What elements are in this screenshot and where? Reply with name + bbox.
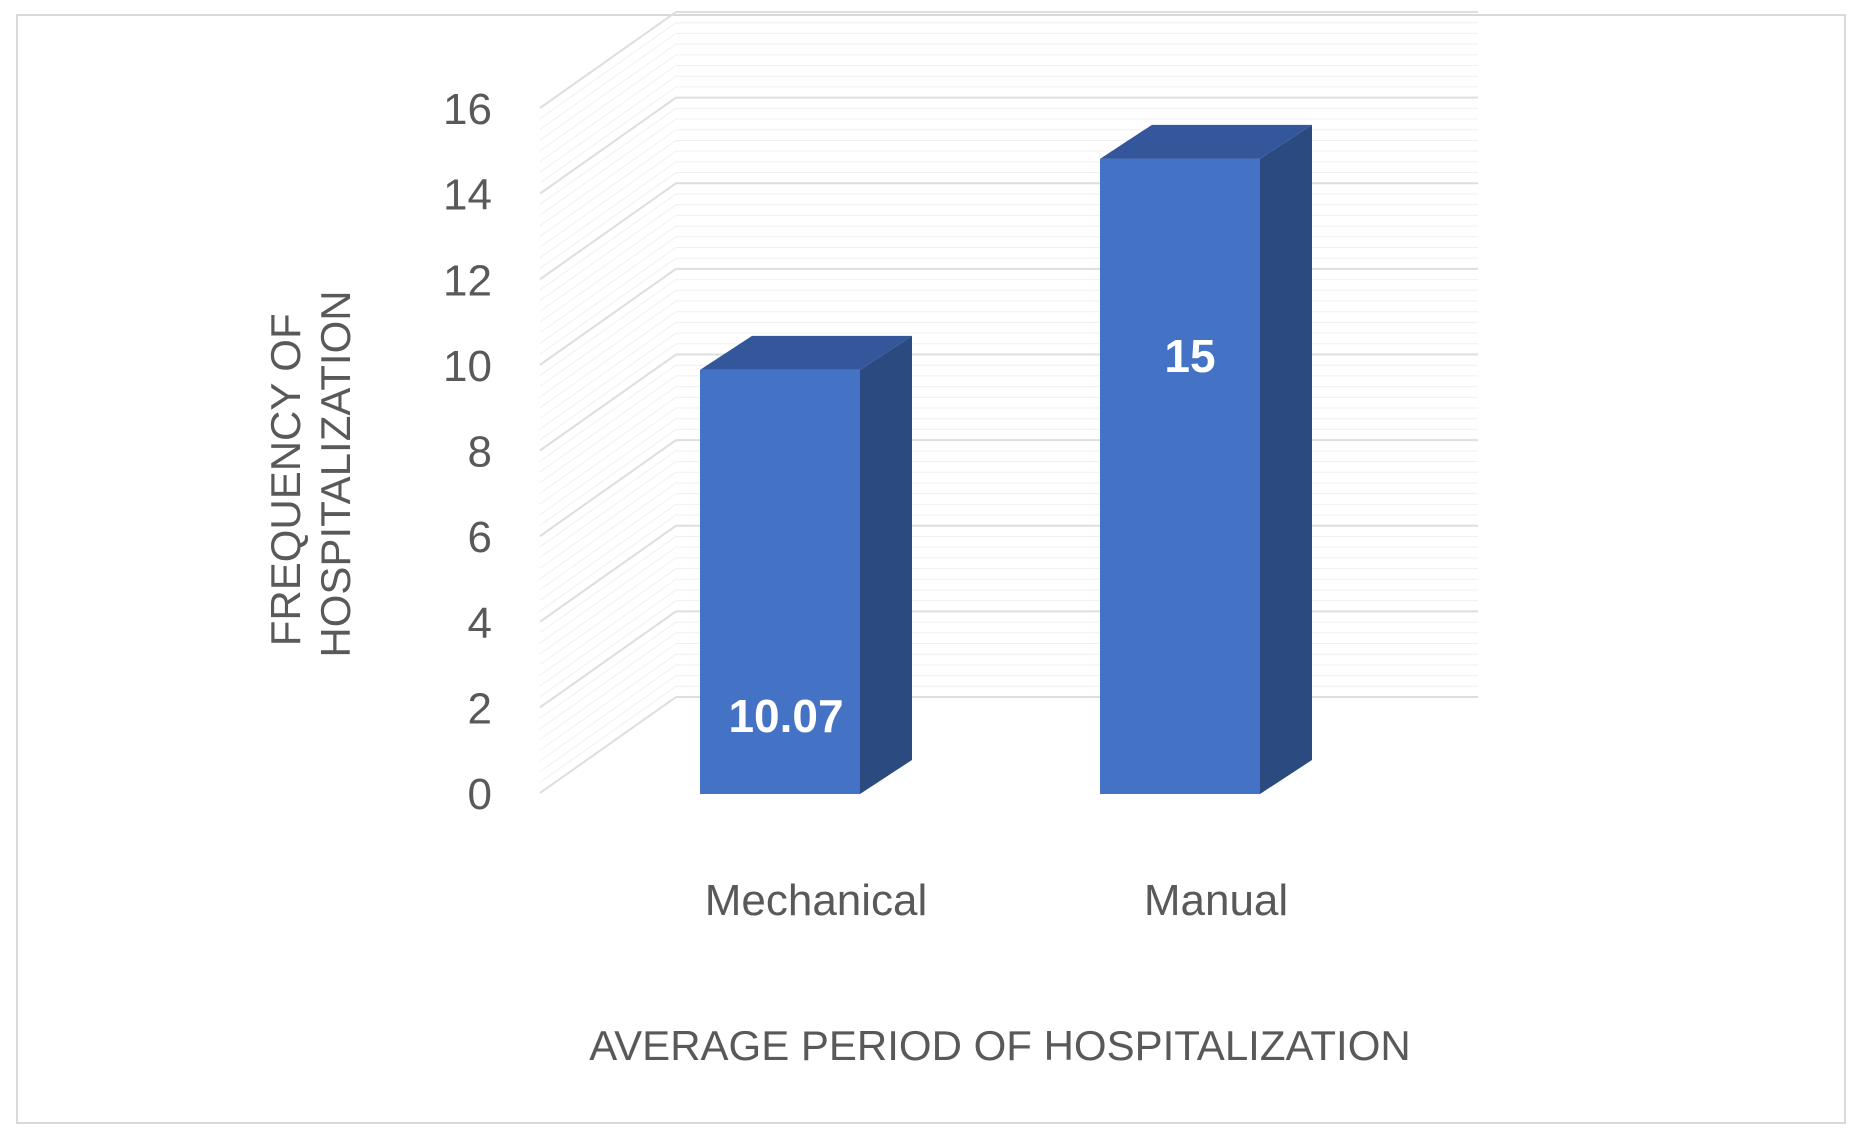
gridline-side bbox=[539, 675, 677, 773]
gridline-side bbox=[539, 514, 677, 612]
gridline-side bbox=[539, 632, 677, 730]
gridline-side bbox=[539, 225, 677, 323]
gridline-side bbox=[539, 536, 677, 633]
gridline-side bbox=[539, 568, 677, 665]
gridline-side bbox=[539, 396, 677, 494]
gridline-side bbox=[539, 696, 677, 794]
y-axis-ticks: 0 2 4 6 8 10 12 14 16 bbox=[443, 85, 492, 819]
bar-front-face bbox=[1100, 158, 1260, 794]
gridline-side bbox=[539, 407, 677, 505]
gridline-side bbox=[539, 32, 677, 130]
bar-side-face bbox=[1260, 124, 1312, 794]
gridline-side bbox=[539, 289, 677, 387]
gridline-side bbox=[539, 22, 677, 120]
gridline-side bbox=[539, 664, 677, 762]
gridline-side bbox=[539, 129, 677, 227]
bars: 10.07 15 bbox=[700, 124, 1312, 794]
gridline-side bbox=[539, 75, 677, 173]
bar-manual: 15 bbox=[1100, 124, 1312, 794]
x-category-label: Mechanical bbox=[705, 876, 928, 925]
gridline-side bbox=[539, 86, 677, 184]
gridline-side bbox=[539, 43, 677, 141]
gridline-side bbox=[539, 600, 677, 698]
bar-side-face bbox=[860, 335, 912, 794]
gridline-side bbox=[539, 621, 677, 719]
gridline-side bbox=[539, 557, 677, 655]
gridline-side bbox=[539, 236, 677, 334]
gridline-side bbox=[539, 524, 677, 623]
gridline-side bbox=[539, 643, 677, 740]
bar-top-face bbox=[1100, 124, 1312, 159]
gridline-side bbox=[539, 279, 677, 376]
gridline-side bbox=[539, 353, 677, 452]
x-axis-categories: Mechanical Manual bbox=[705, 876, 1288, 925]
y-tick-label: 12 bbox=[443, 256, 492, 305]
gridline-side bbox=[539, 503, 677, 601]
gridline-side bbox=[539, 182, 677, 281]
gridline-side bbox=[539, 300, 677, 398]
y-tick-label: 14 bbox=[443, 171, 492, 220]
gridline-side bbox=[539, 161, 677, 259]
y-tick-label: 4 bbox=[468, 599, 492, 648]
gridline-side bbox=[539, 268, 677, 366]
gridline-side bbox=[539, 204, 677, 302]
y-axis-title: FREQUENCY OF HOSPITALIZATION bbox=[262, 290, 359, 657]
gridline-side bbox=[539, 54, 677, 152]
y-tick-label: 8 bbox=[468, 428, 492, 477]
y-tick-label: 2 bbox=[468, 684, 492, 733]
gridline-side bbox=[539, 332, 677, 430]
gridline-side bbox=[539, 257, 677, 355]
gridline-side bbox=[539, 321, 677, 419]
y-tick-label: 16 bbox=[443, 85, 492, 134]
gridline-side bbox=[539, 429, 677, 526]
gridline-side bbox=[539, 96, 677, 195]
gridline-side bbox=[539, 150, 677, 248]
gridline-side bbox=[539, 107, 677, 205]
y-axis-title-line-1: FREQUENCY OF bbox=[262, 313, 309, 646]
gridline-side bbox=[539, 589, 677, 687]
gridline-side bbox=[539, 493, 677, 591]
gridline-side bbox=[539, 386, 677, 484]
gridline-side bbox=[539, 450, 677, 548]
x-category-label: Manual bbox=[1144, 876, 1288, 925]
bar-top-face bbox=[700, 335, 912, 370]
y-tick-label: 6 bbox=[468, 513, 492, 562]
gridline-side bbox=[539, 578, 677, 676]
gridline-side bbox=[539, 247, 677, 344]
chart-frame bbox=[16, 14, 1846, 1124]
gridline-side bbox=[539, 610, 677, 709]
gridline-side bbox=[539, 65, 677, 162]
gridline-side bbox=[539, 364, 677, 462]
gridline-side bbox=[539, 461, 677, 558]
gridline-side bbox=[539, 214, 677, 312]
gridline-side bbox=[539, 140, 677, 237]
bar-front-face bbox=[700, 369, 860, 794]
gridline-side bbox=[539, 193, 677, 291]
gridline-side bbox=[539, 375, 677, 473]
bar-mechanical: 10.07 bbox=[700, 335, 912, 794]
gridline-side bbox=[539, 311, 677, 409]
gridline-side bbox=[539, 172, 677, 269]
gridline-side bbox=[539, 653, 677, 751]
gridline-side bbox=[539, 439, 677, 537]
gridline-side bbox=[539, 482, 677, 580]
gridlines bbox=[539, 11, 1478, 794]
data-label: 15 bbox=[1164, 330, 1215, 382]
data-label: 10.07 bbox=[728, 690, 843, 742]
y-tick-label: 0 bbox=[468, 770, 492, 819]
gridline-side bbox=[539, 343, 677, 441]
y-axis-title-line-2: HOSPITALIZATION bbox=[312, 290, 359, 657]
gridline-side bbox=[539, 418, 677, 516]
gridline-side bbox=[539, 685, 677, 783]
gridline-side bbox=[539, 471, 677, 569]
gridline-side bbox=[539, 11, 677, 109]
gridline-side bbox=[539, 118, 677, 216]
y-tick-label: 10 bbox=[443, 342, 492, 391]
gridline-side bbox=[539, 546, 677, 644]
x-axis-title: AVERAGE PERIOD OF HOSPITALIZATION bbox=[589, 1022, 1410, 1069]
